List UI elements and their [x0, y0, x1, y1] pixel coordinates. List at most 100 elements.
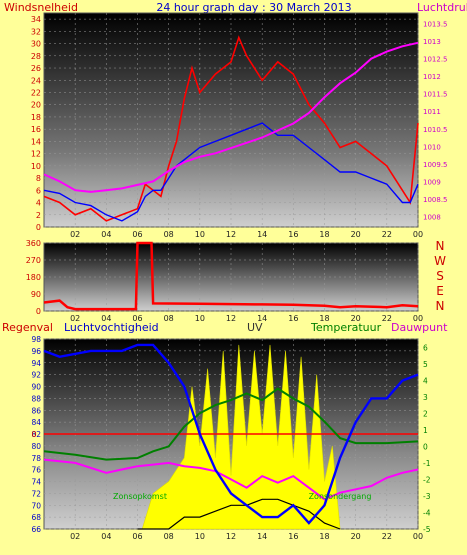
pressure-y-tick: 1010.5	[423, 126, 448, 134]
direction-y-tick: 360	[26, 239, 41, 248]
climate-x-tick: 04	[101, 532, 111, 541]
humidity-y-tick: 94	[31, 359, 41, 368]
pressure-line	[43, 41, 419, 193]
direction-x-tick: 00	[413, 314, 423, 323]
direction-x-tick: 10	[195, 314, 205, 323]
wind-gust-line	[43, 35, 419, 222]
humidity-y-tick: 74	[31, 478, 41, 487]
climate-x-tick: 00	[413, 532, 423, 541]
climate-x-tick: 18	[319, 532, 329, 541]
uv-area	[141, 344, 341, 530]
wind-x-tick: 22	[382, 230, 392, 239]
humidity-line	[43, 343, 419, 525]
wind-x-tick: 00	[413, 230, 423, 239]
direction-y-tick: 180	[26, 273, 41, 282]
direction-y-tick: 90	[31, 290, 41, 299]
direction-y-tick: 270	[26, 256, 41, 265]
wind-x-tick: 08	[164, 230, 174, 239]
wind-x-tick: 16	[288, 230, 298, 239]
wind-average-line	[43, 122, 419, 222]
wind-y-tick: 32	[31, 27, 41, 36]
uv-axis-title: UV	[247, 321, 263, 334]
wind-x-tick: 10	[195, 230, 205, 239]
series-layer	[43, 35, 419, 530]
temperature-y-tick: 2	[423, 409, 428, 418]
direction-x-tick: 02	[70, 314, 80, 323]
sunrise-label: Zonsopkomst	[113, 492, 167, 501]
wind-y-tick: 34	[31, 15, 41, 24]
direction-x-tick: 16	[288, 314, 298, 323]
temperature-y-tick: -4	[423, 508, 431, 517]
wind-y-tick: 10	[31, 162, 41, 171]
wind-y-tick: 18	[31, 113, 41, 122]
wind-axis-title: Windsnelheid	[4, 1, 78, 14]
temperature-y-tick: -3	[423, 492, 431, 501]
wind-y-tick: 26	[31, 64, 41, 73]
temperature-y-tick: 4	[423, 376, 428, 385]
wind-x-tick: 14	[257, 230, 267, 239]
wind-x-tick: 04	[101, 230, 111, 239]
climate-x-tick: 20	[351, 532, 361, 541]
wind-y-tick: 28	[31, 52, 41, 61]
pressure-y-tick: 1009.5	[423, 161, 448, 169]
climate-x-tick: 02	[70, 532, 80, 541]
rain-zero-label: 0	[31, 430, 36, 439]
pressure-y-tick: 1009	[423, 178, 441, 186]
humidity-y-tick: 72	[31, 489, 41, 498]
compass-label: S	[436, 269, 444, 283]
direction-y-tick: 0	[36, 307, 41, 316]
pressure-y-tick: 1008.5	[423, 196, 448, 204]
pressure-y-tick: 1013	[423, 38, 441, 46]
temperature-line	[43, 387, 419, 461]
compass-label: W	[434, 254, 446, 268]
compass-label: N	[436, 239, 445, 253]
direction-x-tick: 06	[132, 314, 142, 323]
wind-y-tick: 0	[36, 223, 41, 232]
pressure-y-tick: 1008	[423, 213, 441, 221]
pressure-axis-title: Luchtdruk	[417, 1, 467, 14]
humidity-y-tick: 80	[31, 442, 41, 451]
humidity-y-tick: 88	[31, 394, 41, 403]
direction-x-tick: 20	[351, 314, 361, 323]
dewpoint-line	[43, 458, 419, 501]
temperature-y-tick: 6	[423, 343, 428, 352]
wind-y-tick: 4	[36, 199, 41, 208]
direction-x-tick: 14	[257, 314, 267, 323]
temperature-y-tick: 5	[423, 360, 428, 369]
wind-y-tick: 20	[31, 101, 41, 110]
climate-x-tick: 12	[226, 532, 236, 541]
wind-x-tick: 12	[226, 230, 236, 239]
temperature-y-tick: -5	[423, 525, 431, 534]
humidity-y-tick: 76	[31, 466, 41, 475]
chart-title: 24 hour graph day : 30 March 2013	[156, 1, 351, 14]
pressure-y-tick: 1013.5	[423, 21, 448, 29]
direction-x-tick: 04	[101, 314, 111, 323]
wind-y-tick: 24	[31, 76, 41, 85]
wind-y-tick: 2	[36, 211, 41, 220]
wind-y-tick: 22	[31, 88, 41, 97]
climate-x-tick: 10	[195, 532, 205, 541]
wind-y-tick: 16	[31, 125, 41, 134]
pressure-y-tick: 1010	[423, 143, 441, 151]
humidity-y-tick: 96	[31, 347, 41, 356]
humidity-y-tick: 92	[31, 371, 41, 380]
wind-y-tick: 30	[31, 40, 41, 49]
humidity-y-tick: 98	[31, 335, 41, 344]
temperature-y-tick: 3	[423, 393, 428, 402]
compass-label: E	[436, 284, 444, 298]
wind-y-tick: 12	[31, 150, 41, 159]
direction-x-tick: 12	[226, 314, 236, 323]
climate-x-tick: 14	[257, 532, 267, 541]
direction-x-tick: 22	[382, 314, 392, 323]
climate-x-tick: 08	[164, 532, 174, 541]
temperature-y-tick: -2	[423, 475, 431, 484]
temperature-y-tick: 1	[423, 426, 428, 435]
humidity-y-tick: 78	[31, 454, 41, 463]
humidity-y-tick: 66	[31, 525, 41, 534]
wind-y-tick: 6	[36, 186, 41, 195]
humidity-axis-title: Luchtvochtigheid	[64, 321, 159, 334]
wind-x-tick: 02	[70, 230, 80, 239]
direction-x-tick: 18	[319, 314, 329, 323]
climate-x-tick: 06	[132, 532, 142, 541]
wind-y-tick: 8	[36, 174, 41, 183]
